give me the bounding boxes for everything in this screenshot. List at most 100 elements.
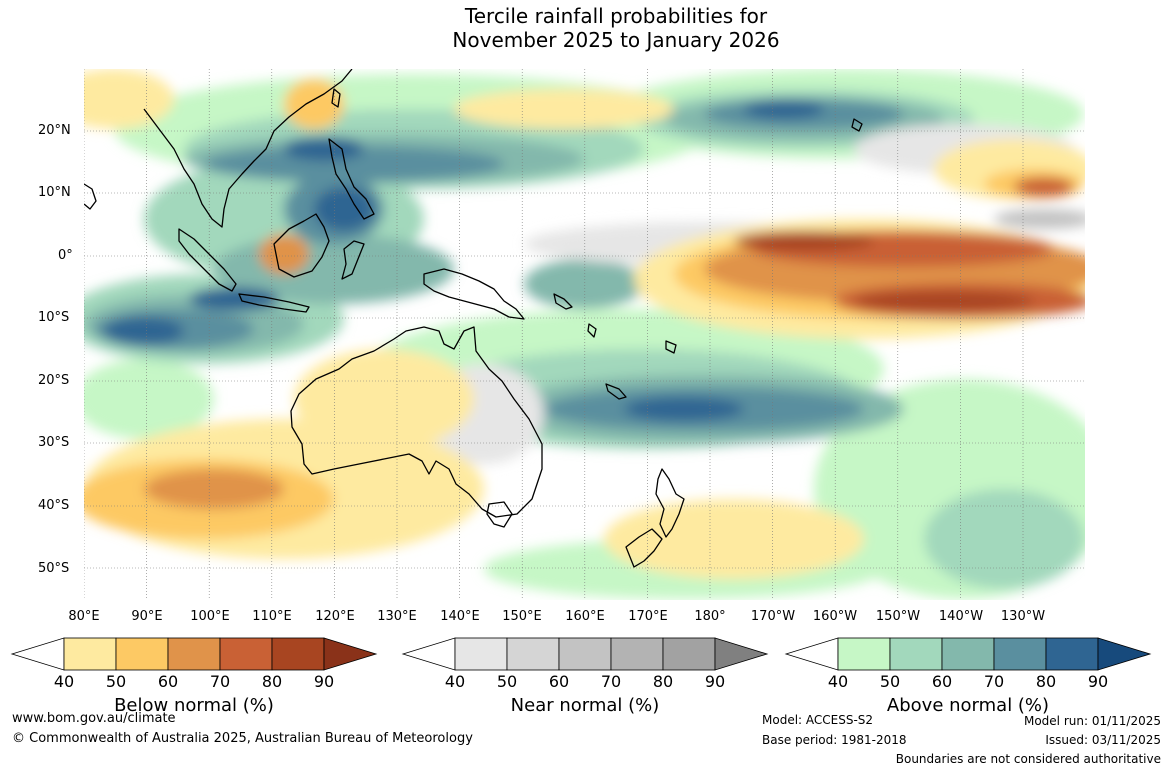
lon-label-110e: 110°E	[252, 609, 292, 624]
probability-map	[84, 69, 1085, 600]
sri-lanka-coastline	[84, 183, 97, 210]
legend-above-tick: 50	[879, 672, 901, 691]
footer-issued: Issued: 03/11/2025	[1045, 733, 1161, 747]
legend-above-normal: 40 50 60 70 80 90	[784, 636, 1152, 692]
legend-above-swatch-0	[784, 637, 839, 671]
lon-label-140w: 140°W	[938, 609, 984, 624]
sumatra-coastline	[178, 228, 237, 292]
legend-below-swatch-2	[115, 637, 169, 671]
vanuatu-coastline	[587, 323, 597, 338]
latitude-gridlines	[84, 130, 1085, 569]
legend-near-tick: 70	[600, 672, 622, 691]
lat-label-20n: 20°N	[38, 123, 71, 138]
footer-disclaimer: Boundaries are not considered authoritat…	[895, 752, 1161, 766]
legend-below-normal: 40 50 60 70 80 90	[10, 636, 378, 692]
footer-url[interactable]: www.bom.gov.au/climate	[12, 711, 176, 726]
hawaii-coastline	[851, 118, 863, 132]
legend-above-title: Above normal (%)	[886, 695, 1050, 716]
lon-label-100e: 100°E	[190, 609, 230, 624]
legend-below-swatch-1	[63, 637, 117, 671]
java-coastline	[238, 293, 310, 313]
coastlines	[84, 69, 863, 568]
legend-near-swatch-5	[662, 637, 716, 671]
lon-label-160e: 160°E	[565, 609, 605, 624]
legend-near-swatch-1	[454, 637, 508, 671]
lon-label-120e: 120°E	[315, 609, 355, 624]
legend-near-swatch-3	[558, 637, 612, 671]
solomon-islands-coastline	[553, 293, 573, 310]
legend-above-tick: 80	[1035, 672, 1057, 691]
lon-label-130e: 130°E	[377, 609, 417, 624]
new-caledonia-coastline	[605, 383, 627, 400]
footer-model: Model: ACCESS-S2	[762, 713, 874, 727]
legend-below-tick: 60	[157, 672, 179, 691]
legend-above-tick: 90	[1087, 672, 1109, 691]
lat-label-0: 0°	[58, 248, 73, 263]
lon-label-130w: 130°W	[1000, 609, 1046, 624]
legend-above-swatch-2	[889, 637, 943, 671]
lat-label-20s: 20°S	[38, 373, 70, 388]
lat-label-10s: 10°S	[38, 310, 70, 325]
legend-below-swatch-5	[271, 637, 325, 671]
lat-label-10n: 10°N	[38, 185, 71, 200]
legend-below-tick: 40	[53, 672, 75, 691]
legend-below-title: Below normal (%)	[114, 695, 274, 716]
legend-above-colorbar	[784, 637, 1152, 671]
footer-copyright: © Commonwealth of Australia 2025, Austra…	[12, 731, 473, 746]
legend-below-ticks: 40 50 60 70 80 90	[10, 672, 378, 692]
legend-above-swatch-3	[941, 637, 995, 671]
title-line-1: Tercile rainfall probabilities for	[464, 4, 768, 28]
lon-label-150w: 150°W	[875, 609, 921, 624]
legend-below-tick: 70	[209, 672, 231, 691]
legend-above-tick: 40	[827, 672, 849, 691]
nz-south-coastline	[625, 528, 663, 568]
taiwan-coastline	[331, 88, 341, 108]
philippines-coastline	[328, 138, 375, 220]
legend-near-colorbar	[401, 637, 769, 671]
legend-below-tick: 90	[313, 672, 335, 691]
lon-label-150e: 150°E	[502, 609, 542, 624]
legend-near-tick: 60	[548, 672, 570, 691]
lat-label-40s: 40°S	[38, 498, 70, 513]
lon-label-160w: 160°W	[812, 609, 858, 624]
australia-coastline	[290, 326, 543, 518]
legend-near-swatch-0	[401, 637, 456, 671]
lat-label-30s: 30°S	[38, 435, 70, 450]
legend-near-tick: 90	[704, 672, 726, 691]
legend-near-tick: 50	[496, 672, 518, 691]
legend-near-swatch-4	[610, 637, 664, 671]
legend-below-tick: 50	[105, 672, 127, 691]
legend-above-swatch-5	[1045, 637, 1099, 671]
legend-below-swatch-0	[10, 637, 65, 671]
legend-below-colorbar	[10, 637, 378, 671]
legend-near-ticks: 40 50 60 70 80 90	[401, 672, 769, 692]
legend-above-tick: 60	[931, 672, 953, 691]
legend-near-swatch-2	[506, 637, 560, 671]
legend-near-swatch-6	[714, 637, 769, 671]
tasmania-coastline	[486, 501, 513, 528]
legend-near-normal: 40 50 60 70 80 90	[401, 636, 769, 692]
legend-above-tick: 70	[983, 672, 1005, 691]
legend-near-tick: 40	[444, 672, 466, 691]
lon-label-170e: 170°E	[628, 609, 668, 624]
footer-base-period: Base period: 1981-2018	[762, 733, 907, 747]
borneo-coastline	[273, 213, 330, 278]
probability-shading	[84, 69, 1085, 599]
se-asia-coastline	[143, 69, 353, 228]
legend-above-swatch-1	[837, 637, 891, 671]
lon-label-90e: 90°E	[131, 609, 163, 624]
lat-label-50s: 50°S	[38, 561, 70, 576]
footer-model-run: Model run: 01/11/2025	[1023, 714, 1161, 728]
fiji-coastline	[665, 340, 677, 354]
legend-above-ticks: 40 50 60 70 80 90	[784, 672, 1152, 692]
lon-label-80e: 80°E	[68, 609, 100, 624]
lon-label-170w: 170°W	[750, 609, 796, 624]
legend-above-swatch-4	[993, 637, 1047, 671]
legend-above-swatch-6	[1097, 637, 1152, 671]
title-line-2: November 2025 to January 2026	[452, 28, 780, 52]
sulawesi-coastline	[341, 240, 365, 280]
lon-label-180: 180°	[694, 609, 726, 624]
legend-near-title: Near normal (%)	[510, 695, 660, 716]
legend-near-tick: 80	[652, 672, 674, 691]
legend-below-swatch-6	[323, 637, 378, 671]
